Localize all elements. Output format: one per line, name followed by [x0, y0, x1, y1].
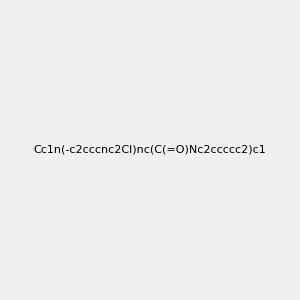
- Text: Cc1n(-c2cccnc2Cl)nc(C(=O)Nc2ccccc2)c1: Cc1n(-c2cccnc2Cl)nc(C(=O)Nc2ccccc2)c1: [34, 145, 266, 155]
